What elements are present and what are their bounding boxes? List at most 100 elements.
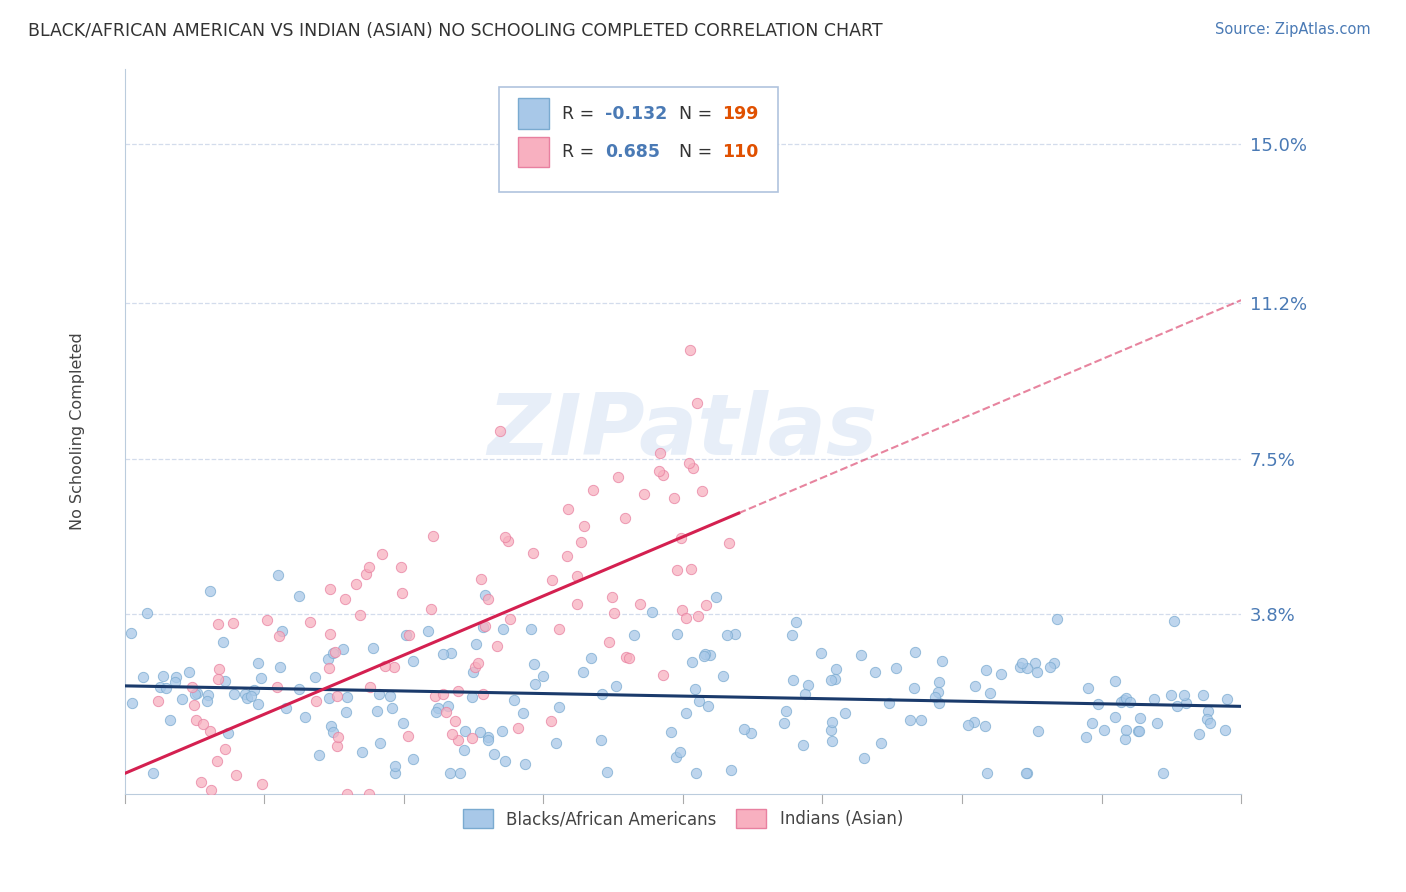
Point [1128, 724, 1150, 739]
Point [437, 699, 460, 714]
Point [1010, 659, 1032, 673]
Point [477, 730, 499, 744]
Point [357, 787, 380, 801]
Point [179, 665, 201, 680]
Point [1197, 704, 1219, 718]
Point [467, 657, 489, 671]
Point [359, 681, 381, 695]
Point [1077, 681, 1099, 695]
Point [650, 446, 672, 460]
Point [477, 592, 499, 607]
Point [214, 829, 236, 843]
Point [662, 491, 685, 506]
Point [740, 725, 762, 739]
Point [276, 701, 298, 715]
Point [195, 694, 218, 708]
Point [183, 698, 205, 712]
Point [382, 660, 405, 674]
Point [659, 724, 682, 739]
Point [794, 687, 817, 701]
Point [477, 733, 499, 747]
Point [447, 733, 470, 747]
Point [695, 598, 717, 612]
Point [519, 622, 541, 636]
Point [360, 800, 382, 814]
Point [963, 679, 986, 693]
Point [332, 642, 354, 657]
Point [682, 461, 704, 475]
Point [319, 719, 342, 733]
Point [633, 487, 655, 501]
Point [319, 582, 342, 597]
Point [207, 616, 229, 631]
Point [931, 654, 953, 668]
Point [671, 603, 693, 617]
Point [294, 710, 316, 724]
Point [1129, 711, 1152, 725]
Point [395, 628, 418, 642]
Point [427, 700, 450, 714]
Point [319, 627, 342, 641]
Point [1026, 665, 1049, 679]
Point [336, 787, 359, 801]
Point [396, 729, 419, 743]
Point [671, 531, 693, 545]
Point [354, 567, 377, 582]
Point [903, 681, 925, 695]
Point [688, 694, 710, 708]
Point [1188, 727, 1211, 741]
Point [1143, 691, 1166, 706]
Point [186, 713, 208, 727]
Point [675, 706, 697, 720]
Point [870, 736, 893, 750]
Point [1197, 712, 1219, 726]
Text: R =: R = [562, 143, 600, 161]
Point [1115, 691, 1137, 706]
Point [910, 713, 932, 727]
Point [217, 725, 239, 739]
Point [683, 681, 706, 696]
Point [780, 628, 803, 642]
Point [547, 622, 569, 636]
Point [531, 669, 554, 683]
Point [136, 606, 159, 620]
Text: 110: 110 [721, 143, 758, 161]
Point [824, 672, 846, 686]
Point [1175, 696, 1198, 710]
Point [666, 627, 689, 641]
Point [724, 627, 747, 641]
Text: 199: 199 [721, 104, 758, 122]
Point [499, 612, 522, 626]
FancyBboxPatch shape [499, 87, 778, 192]
Point [323, 645, 346, 659]
Point [463, 660, 485, 674]
Point [974, 663, 997, 677]
Point [233, 687, 256, 701]
Point [565, 598, 588, 612]
Point [165, 670, 187, 684]
Point [316, 652, 339, 666]
Point [652, 467, 675, 482]
Point [541, 573, 564, 587]
Point [820, 723, 842, 738]
Point [152, 668, 174, 682]
Point [1146, 715, 1168, 730]
Point [439, 766, 461, 780]
Point [863, 665, 886, 680]
Point [652, 668, 675, 682]
Point [603, 606, 626, 620]
Point [269, 660, 291, 674]
Point [482, 747, 505, 762]
Point [191, 716, 214, 731]
Point [685, 766, 707, 780]
Point [1191, 688, 1213, 702]
Point [266, 680, 288, 694]
Point [665, 750, 688, 764]
Point [287, 590, 309, 604]
Point [648, 464, 671, 478]
Point [1024, 656, 1046, 670]
Point [398, 628, 420, 642]
Point [928, 674, 950, 689]
Point [540, 714, 562, 728]
Point [425, 706, 447, 720]
